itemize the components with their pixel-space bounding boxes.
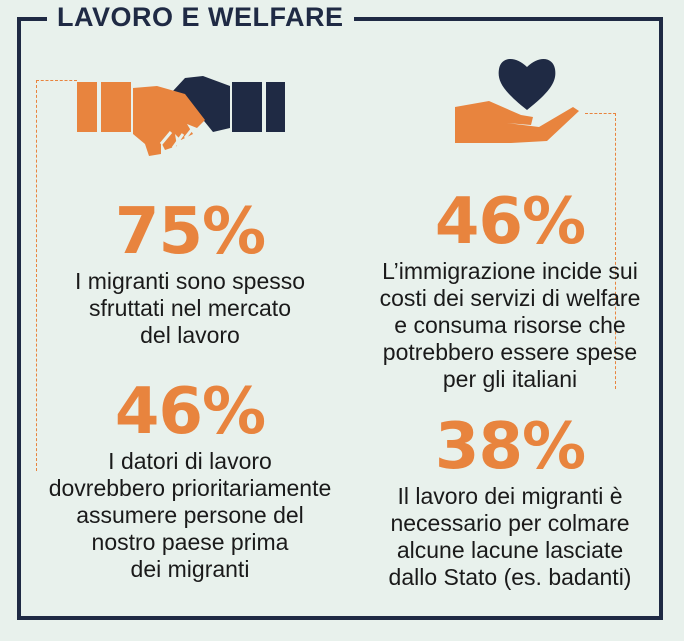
stat-description: Il lavoro dei migranti è necessario per … bbox=[360, 483, 660, 591]
stat-description-line: alcune lacune lasciate bbox=[396, 537, 624, 563]
stat-description: I datori di lavoro dovrebbero prioritari… bbox=[30, 448, 350, 583]
stat-description-line: I migranti sono spesso bbox=[74, 268, 306, 294]
stat-block-welfare-costs: 46% L’immigrazione incide sui costi dei … bbox=[355, 190, 665, 393]
stat-block-employers-priority: 46% I datori di lavoro dovrebbero priori… bbox=[30, 380, 350, 583]
heart-in-hand-icon bbox=[455, 58, 579, 143]
stat-description: I migranti sono spesso sfruttati nel mer… bbox=[40, 268, 340, 349]
stat-description-line: e consuma risorse che bbox=[394, 312, 626, 338]
stat-description-line: sfruttati nel mercato bbox=[89, 295, 291, 321]
stat-description-line: costi dei servizi di welfare bbox=[379, 285, 641, 311]
stat-description-line: Il lavoro dei migranti è bbox=[397, 483, 623, 509]
right-dashed-connector bbox=[585, 113, 616, 389]
stat-description-line: I datori di lavoro bbox=[108, 448, 272, 474]
stat-description-line: dei migranti bbox=[130, 556, 250, 582]
section-title: LAVORO E WELFARE bbox=[47, 0, 354, 34]
stat-value: 46% bbox=[434, 185, 586, 259]
stat-description-line: nostro paese prima bbox=[91, 529, 289, 555]
stat-description-line: assumere persone del bbox=[76, 502, 304, 528]
handshake-icon bbox=[77, 76, 285, 156]
stat-description-line: dovrebbero prioritariamente bbox=[48, 475, 332, 501]
stat-value: 38% bbox=[434, 410, 586, 484]
stat-value: 46% bbox=[114, 375, 266, 449]
stat-description-line: potrebbero essere spese bbox=[382, 339, 638, 365]
stat-value: 75% bbox=[114, 195, 266, 269]
stat-description-line: dallo Stato (es. badanti) bbox=[388, 564, 632, 590]
stat-description-line: necessario per colmare bbox=[390, 510, 630, 536]
stat-block-exploitation: 75% I migranti sono spesso sfruttati nel… bbox=[40, 200, 340, 349]
left-dashed-connector bbox=[36, 80, 77, 471]
stat-description-line: per gli italiani bbox=[442, 366, 578, 392]
stat-description-line: del lavoro bbox=[140, 322, 240, 348]
stat-block-migrant-work-necessary: 38% Il lavoro dei migranti è necessario … bbox=[360, 415, 660, 591]
stat-description-line: L’immigrazione incide sui bbox=[382, 258, 638, 284]
stat-description: L’immigrazione incide sui costi dei serv… bbox=[355, 258, 665, 393]
